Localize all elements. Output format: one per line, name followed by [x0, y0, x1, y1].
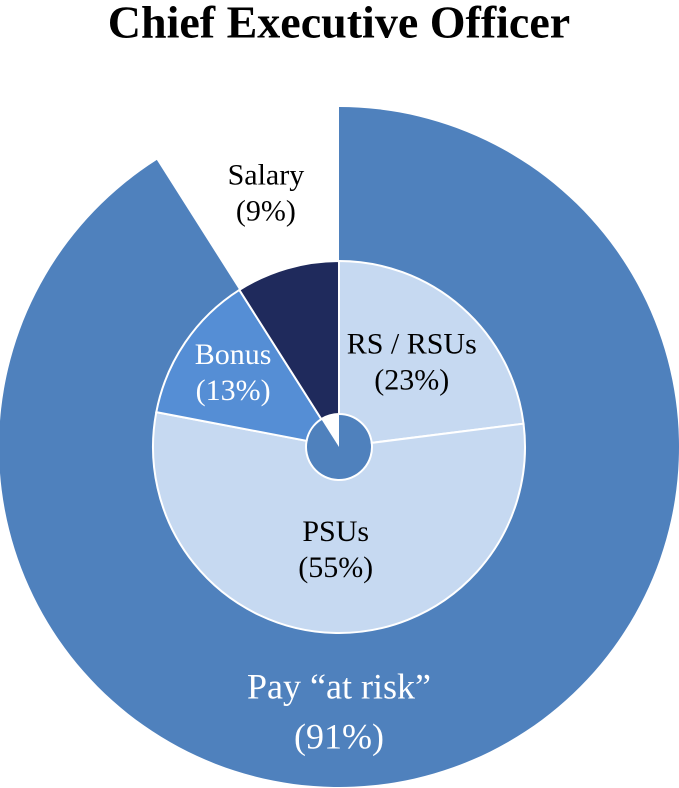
inner-slice	[237, 259, 340, 421]
slice-label: Bonus	[195, 338, 272, 371]
slice-value-label: (91%)	[294, 716, 384, 756]
inner-slice	[152, 410, 526, 635]
slice-label: Salary	[228, 158, 305, 191]
inner-slice	[155, 288, 323, 442]
inner-slice	[338, 259, 525, 444]
chart-title: Chief Executive Officer	[108, 0, 570, 48]
slice-value-label: (55%)	[298, 551, 373, 584]
slice-label: PSUs	[302, 515, 369, 548]
slice-value-label: (23%)	[374, 363, 449, 396]
slice-value-label: (13%)	[196, 374, 271, 407]
outer-slice	[0, 107, 679, 787]
slice-label: Pay “at risk”	[247, 666, 431, 706]
slice-label: RS / RSUs	[347, 327, 477, 360]
slice-value-label: (9%)	[236, 194, 296, 227]
